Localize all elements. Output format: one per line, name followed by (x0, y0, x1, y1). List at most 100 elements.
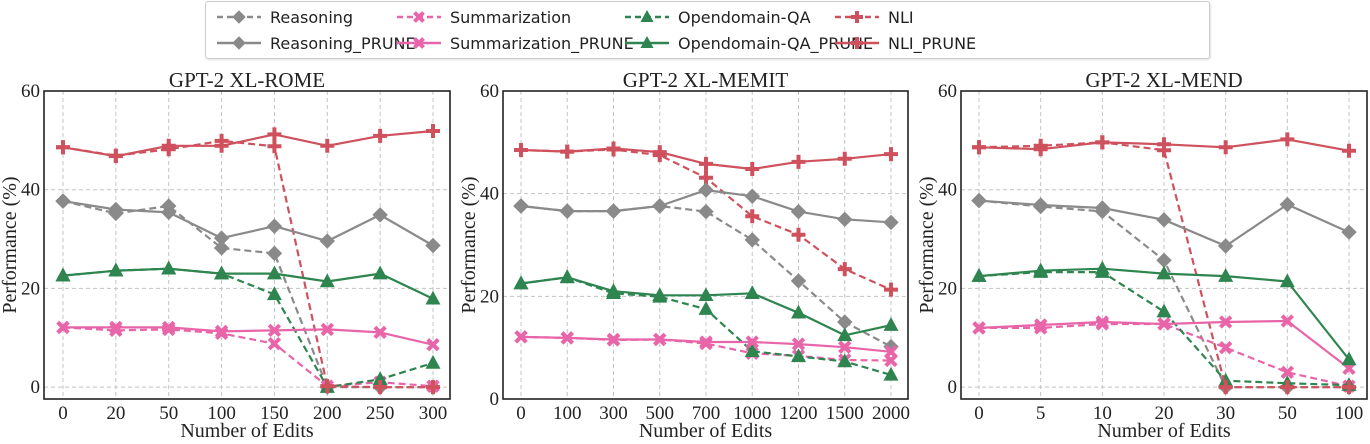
data-point (161, 260, 177, 275)
data-point (1033, 142, 1048, 157)
data-point (161, 204, 177, 221)
legend-item-reasoning-prune: Reasoning_PRUNE (216, 32, 416, 54)
data-point (560, 331, 574, 345)
y-tick-label: 60 (938, 81, 957, 102)
x-tick-label: 0 (974, 403, 984, 424)
data-point (652, 145, 667, 160)
data-point (1156, 265, 1172, 280)
legend-label: Summarization_PRUNE (450, 33, 634, 53)
data-point (559, 203, 575, 219)
series-nli-prune (56, 123, 440, 164)
data-point (320, 379, 335, 394)
data-point (791, 348, 806, 363)
series-summarization-prune (514, 330, 898, 359)
data-point (426, 380, 440, 395)
data-point (320, 138, 335, 153)
data-point (1280, 380, 1295, 395)
data-point (373, 325, 387, 340)
data-point (1280, 365, 1294, 380)
y-tick-label: 0 (490, 389, 500, 410)
data-point (972, 140, 986, 155)
legend-item-summarization: Summarization (396, 6, 571, 28)
legend-label: Opendomain-QA (678, 7, 811, 27)
x-tick-label: 300 (419, 403, 448, 424)
legend-marker-x-icon (413, 11, 425, 23)
x-tick-label: 500 (646, 403, 675, 424)
series-summarization-prune (56, 320, 440, 352)
series-line-nli (62, 139, 433, 389)
data-point (55, 267, 71, 282)
y-tick-label: 40 (21, 180, 40, 201)
data-point (606, 332, 621, 347)
data-point (559, 269, 575, 284)
data-point (214, 265, 230, 280)
y-tick-label: 60 (21, 81, 40, 102)
series-line-opendomain-qa-prune (62, 267, 434, 300)
y-axis-label: Performance (%) (916, 176, 938, 313)
data-point (606, 141, 621, 156)
series-opendomain-qa-prune (55, 260, 441, 305)
data-point (698, 182, 714, 198)
x-axis-label: Number of Edits (639, 420, 773, 439)
data-point (791, 337, 806, 351)
data-point (698, 203, 714, 220)
legend-swatch-nli (835, 11, 879, 23)
y-tick-label: 40 (938, 180, 957, 201)
data-point (108, 262, 124, 277)
legend-item-opendomain-qa-prune: Opendomain-QA_PRUNE (624, 32, 873, 54)
legend-item-opendomain-qa: Opendomain-QA (624, 6, 811, 28)
data-point (837, 151, 852, 166)
plot-frame (960, 90, 1368, 400)
series-reasoning-prune (55, 193, 441, 254)
x-tick-label: 700 (692, 403, 721, 424)
x-tick-label: 20 (1155, 403, 1174, 424)
chart-title: GPT-2 XL-MEMIT (623, 68, 789, 92)
data-point (1341, 351, 1357, 366)
data-point (108, 201, 124, 218)
data-point (267, 337, 282, 351)
series-reasoning-prune (971, 192, 1357, 254)
y-tick-label: 20 (938, 278, 957, 299)
data-point (266, 265, 282, 280)
data-point (1219, 341, 1233, 355)
y-tick-label: 60 (480, 81, 499, 102)
data-point (513, 198, 529, 214)
data-point (1095, 135, 1110, 150)
legend-swatch-summarization-prune (397, 37, 441, 49)
data-point (837, 262, 852, 277)
data-point (56, 140, 70, 155)
data-point (745, 162, 760, 177)
x-axis-label: Number of Edits (180, 420, 314, 439)
data-point (513, 275, 529, 290)
x-tick-label: 1500 (826, 403, 864, 424)
x-tick-label: 100 (553, 403, 582, 424)
plot-frame (43, 90, 451, 400)
x-tick-label: 30 (1216, 403, 1235, 424)
legend-swatch-nli-prune (835, 37, 879, 49)
data-point (425, 237, 441, 254)
legend-swatch-reasoning (217, 10, 261, 24)
data-point (744, 232, 760, 248)
data-point (514, 330, 528, 344)
x-tick-label: 1000 (733, 403, 771, 424)
x-tick-label: 50 (159, 403, 178, 424)
data-point (1218, 140, 1233, 155)
x-tick-label: 5 (1036, 403, 1046, 424)
data-point (653, 332, 667, 347)
legend-item-reasoning: Reasoning (216, 6, 353, 28)
x-tick-label: 0 (58, 403, 68, 424)
y-tick-label: 0 (31, 377, 41, 398)
data-point (109, 320, 123, 335)
data-point (213, 230, 230, 246)
data-point (606, 283, 621, 297)
data-point (319, 273, 335, 288)
series-opendomain-qa-prune (971, 260, 1357, 366)
data-point (320, 322, 334, 337)
data-point (162, 320, 176, 335)
data-point (971, 268, 987, 282)
data-point (745, 335, 759, 349)
series-nli-prune (972, 132, 1356, 158)
data-point (425, 354, 441, 369)
data-point (1217, 238, 1234, 254)
